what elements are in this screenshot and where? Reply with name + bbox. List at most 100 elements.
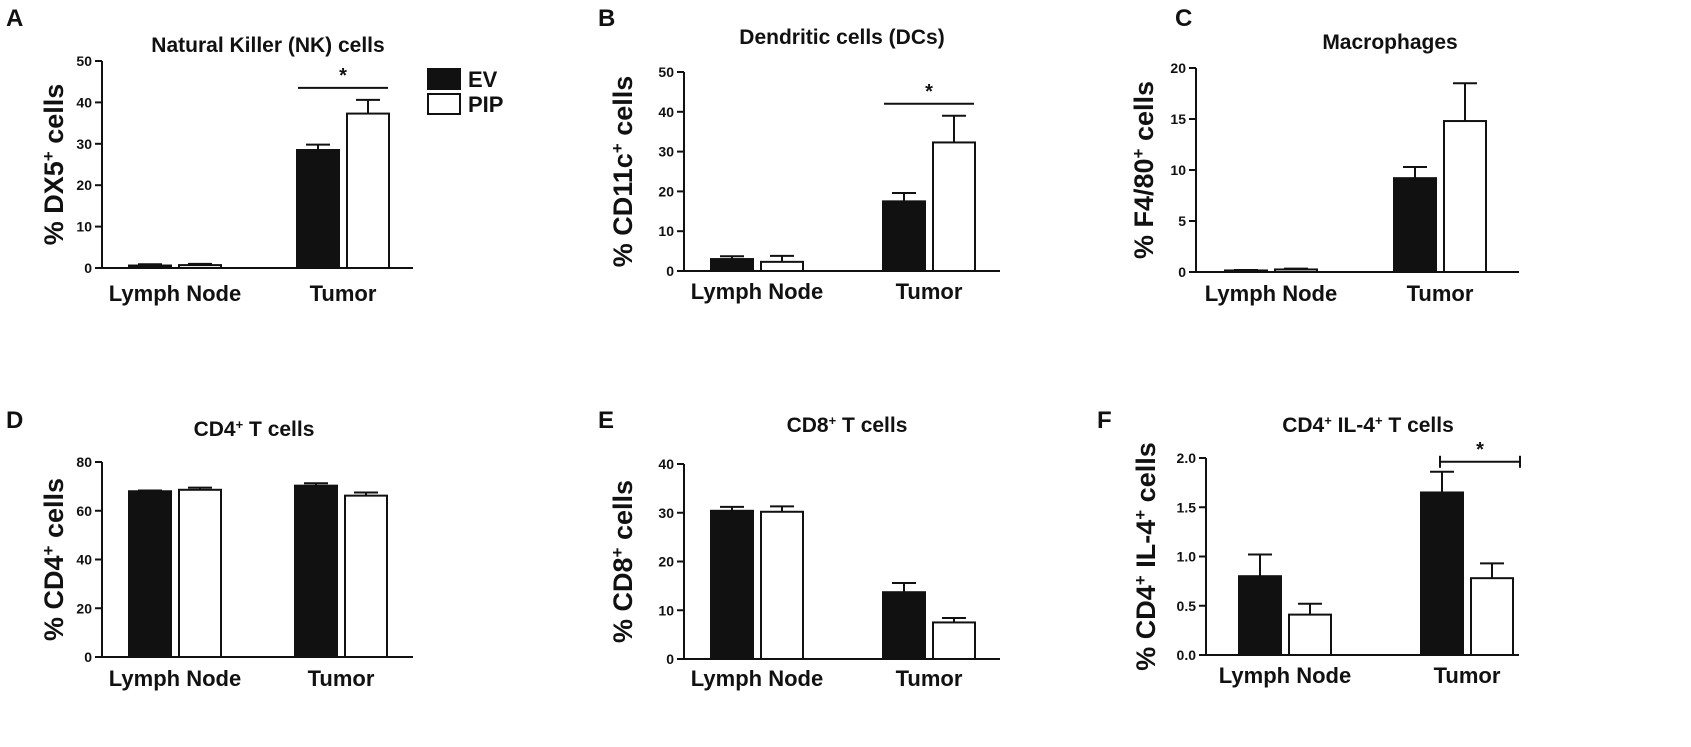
chart-title: Dendritic cells (DCs): [739, 26, 944, 49]
y-tick-label: 20: [1170, 60, 1186, 76]
bar-pip-lymph-node: [178, 488, 222, 658]
legend-label-pip: PIP: [468, 92, 503, 117]
bar-pip-lymph-node: [760, 260, 804, 273]
y-tick-label: 10: [658, 602, 674, 618]
bar-ev-tumor: [1393, 177, 1437, 273]
y-tick-label: 1.5: [1177, 499, 1197, 515]
y-tick-label: 30: [76, 136, 92, 152]
bar-ev-tumor: [294, 484, 338, 658]
y-tick-label: 1.0: [1177, 549, 1197, 565]
y-tick-label: 0.0: [1177, 647, 1197, 663]
x-category-label: Tumor: [308, 666, 375, 691]
x-category-label: Lymph Node: [109, 666, 241, 691]
panel-d: D CD4+ T cells 0 20 40 60 80 % CD4+ cells Lymph …: [6, 407, 413, 691]
chart-title: Macrophages: [1322, 31, 1457, 54]
y-tick-label: 0: [666, 651, 674, 667]
panel-letter: B: [598, 5, 615, 32]
bar-pip-tumor: [932, 141, 976, 272]
bar-pip-tumor: [1443, 120, 1487, 274]
y-tick-label: 40: [658, 104, 674, 120]
bar-ev-tumor: [882, 200, 926, 273]
x-category-label: Tumor: [896, 279, 963, 304]
bar-pip-lymph-node: [1274, 268, 1318, 274]
y-tick-label: 50: [658, 64, 674, 80]
y-tick-label: 80: [76, 454, 92, 470]
bar-ev-lymph-node: [128, 264, 172, 269]
x-category-label: Tumor: [310, 281, 377, 306]
y-axis-label: % CD4+ IL-4+ cells: [1131, 442, 1162, 670]
y-axis-label: % CD11c+ cells: [608, 76, 639, 268]
bar-pip-lymph-node: [760, 510, 804, 660]
y-axis-label: % F4/80+ cells: [1129, 81, 1160, 259]
chart-title: Natural Killer (NK) cells: [151, 34, 384, 57]
bar-ev-tumor: [882, 591, 926, 661]
y-tick-label: 5: [1178, 213, 1186, 229]
chart-title: CD4+ IL-4+ T cells: [1282, 413, 1454, 438]
significance-star: *: [1476, 439, 1484, 461]
panel-letter: A: [6, 5, 23, 32]
x-category-label: Tumor: [1407, 281, 1474, 306]
y-tick-label: 60: [76, 503, 92, 519]
significance-star: *: [339, 65, 347, 87]
x-category-label: Lymph Node: [1219, 663, 1351, 688]
panel-f: F CD4+ IL-4+ T cells 0.0 0.5 1.0 1.5 2.0 % CD4+…: [1097, 407, 1521, 688]
y-tick-label: 10: [658, 223, 674, 239]
x-category-label: Tumor: [1434, 663, 1501, 688]
bar-ev-lymph-node: [710, 258, 754, 272]
x-category-label: Tumor: [896, 666, 963, 691]
y-tick-label: 40: [76, 552, 92, 568]
bar-ev-lymph-node: [128, 490, 172, 658]
panel-letter: D: [6, 407, 23, 434]
y-tick-label: 10: [1170, 162, 1186, 178]
legend-label-ev: EV: [468, 67, 498, 92]
y-tick-label: 40: [658, 456, 674, 472]
y-axis-label: % CD8+ cells: [608, 480, 639, 643]
y-tick-label: 0: [84, 649, 92, 665]
y-tick-label: 0.5: [1177, 598, 1197, 614]
bar-ev-tumor: [296, 149, 340, 269]
bar-pip-tumor: [932, 621, 976, 660]
y-tick-label: 0: [666, 263, 674, 279]
y-tick-label: 20: [658, 554, 674, 570]
chart-title: CD4+ T cells: [194, 417, 315, 442]
significance-star: *: [925, 81, 933, 103]
bar-pip-lymph-node: [178, 264, 222, 269]
y-tick-label: 50: [76, 53, 92, 69]
y-tick-label: 10: [76, 219, 92, 235]
bar-pip-lymph-node: [1288, 613, 1332, 656]
y-tick-label: 0: [1178, 264, 1186, 280]
panel-letter: C: [1175, 5, 1192, 32]
y-tick-label: 20: [76, 600, 92, 616]
y-tick-label: 20: [76, 177, 92, 193]
legend-swatch-ev: [427, 68, 461, 90]
bar-pip-tumor: [346, 112, 390, 269]
panel-letter: E: [598, 407, 614, 434]
bar-ev-lymph-node: [710, 509, 754, 660]
legend-swatch-pip: [427, 93, 461, 115]
panel-e: E CD8+ T cells 0 10 20 30 40 % CD8+ cells Lymph …: [598, 407, 1000, 691]
x-category-label: Lymph Node: [691, 666, 823, 691]
x-category-label: Lymph Node: [691, 279, 823, 304]
y-tick-label: 15: [1170, 111, 1186, 127]
bar-pip-tumor: [1470, 577, 1514, 656]
bar-ev-tumor: [1420, 491, 1464, 656]
chart-title: CD8+ T cells: [787, 413, 908, 438]
x-category-label: Lymph Node: [109, 281, 241, 306]
x-category-label: Lymph Node: [1205, 281, 1337, 306]
y-tick-label: 30: [658, 144, 674, 160]
y-axis-label: % CD4+ cells: [39, 478, 70, 641]
y-tick-label: 0: [84, 260, 92, 276]
panel-c: C Macrophages 0 5 10 15 20 % F4/80+ cells Lymph …: [1129, 5, 1519, 306]
y-tick-label: 40: [76, 94, 92, 110]
bar-pip-tumor: [344, 494, 388, 659]
y-tick-label: 20: [658, 183, 674, 199]
y-tick-label: 30: [658, 505, 674, 521]
y-tick-label: 2.0: [1177, 450, 1197, 466]
panel-b: B Dendritic cells (DCs) 0 10 20 30 40 50 % CD11c…: [598, 5, 1000, 304]
panel-letter: F: [1097, 407, 1112, 434]
bar-ev-lymph-node: [1238, 575, 1282, 657]
y-axis-label: % DX5+ cells: [39, 84, 70, 246]
